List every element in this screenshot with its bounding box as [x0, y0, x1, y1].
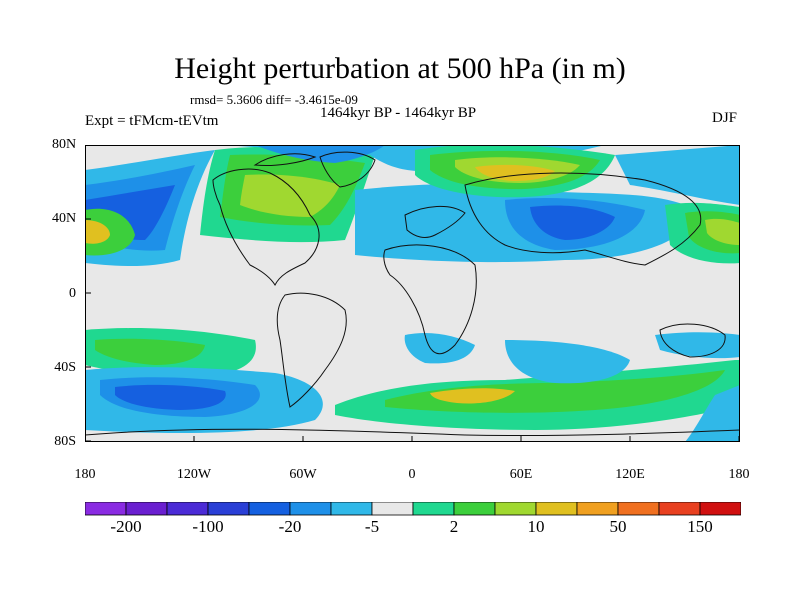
field-blue-northeast	[615, 145, 740, 205]
experiment-label: Expt = tFMcm-tEVtm	[85, 113, 219, 129]
field-dblue-eurasia	[530, 205, 615, 240]
coast-antarctica	[85, 428, 740, 437]
field-dblue-arctic	[255, 145, 385, 163]
season-label: DJF	[712, 110, 738, 126]
lon-label: 120W	[176, 467, 212, 482]
colorbar-swatch	[699, 502, 741, 516]
coast-north-america	[212, 168, 320, 287]
colorbar-swatch	[658, 502, 701, 516]
colorbar-label: 150	[687, 517, 713, 536]
lat-label: 0	[69, 286, 76, 301]
field-yellow-siberia	[475, 164, 555, 181]
coast-europe	[404, 205, 466, 238]
colorbar-swatch	[248, 502, 291, 516]
field-ygreen-farest	[705, 218, 740, 245]
colorbar-swatch	[289, 502, 332, 516]
colorbar-swatch	[535, 502, 578, 516]
colorbar-swatch	[617, 502, 660, 516]
colorbar-swatch	[576, 502, 619, 516]
colorbar-label: -20	[278, 517, 302, 536]
colorbar-swatch	[125, 502, 168, 516]
lat-label: 80S	[54, 434, 76, 449]
field-yellow-southernocean	[430, 388, 515, 404]
colorbar	[85, 502, 741, 516]
lon-label: 0	[408, 467, 416, 482]
coastlines	[85, 151, 740, 437]
field-blue-southeast	[685, 385, 740, 442]
colorbar-swatch	[207, 502, 250, 516]
lon-label: 180	[728, 467, 750, 482]
axis-ticks	[85, 145, 740, 442]
field-yellow-pacific-north	[85, 220, 110, 244]
field-dblue-southpacific	[115, 384, 226, 410]
colorbar-label: -100	[192, 517, 224, 536]
lat-label: 40S	[54, 360, 76, 375]
coast-asia	[464, 172, 702, 266]
coast-africa	[383, 244, 477, 355]
lat-label: 80N	[52, 137, 77, 152]
field-blue-southatlantic	[404, 333, 475, 364]
field-ygreen-northamerica	[240, 174, 340, 217]
field-blue-southindian	[505, 340, 630, 384]
colorbar-swatch	[330, 502, 373, 516]
field-green-southpacific	[95, 338, 205, 365]
colorbar-label: -5	[364, 517, 380, 536]
colorbar-swatch	[494, 502, 537, 516]
stats-line: rmsd= 5.3606 diff= -3.4615e-09	[190, 92, 358, 107]
colorbar-label: 10	[527, 517, 545, 536]
plot-title: Height perturbation at 500 hPa (in m)	[174, 52, 626, 85]
map-plot	[85, 145, 740, 442]
lon-label: 120E	[615, 467, 645, 482]
colorbar-swatch	[412, 502, 455, 516]
field-green-pacific-north	[85, 208, 135, 256]
colorbar-swatch	[85, 502, 127, 516]
colorbar-swatch	[371, 502, 414, 516]
colorbar-label: 2	[449, 517, 459, 536]
lat-label: 40N	[52, 211, 77, 226]
coast-south-america	[276, 292, 347, 408]
colorbar-swatch	[453, 502, 496, 516]
period-label: 1464kyr BP - 1464kyr BP	[320, 105, 477, 121]
colorbar-label: 50	[609, 517, 627, 536]
lon-label: 60E	[509, 467, 533, 482]
coast-australia	[659, 323, 726, 358]
coast-canadian-arctic	[253, 153, 317, 166]
colorbar-swatch	[166, 502, 209, 516]
coast-greenland	[319, 151, 376, 188]
colorbar-label: -200	[110, 517, 142, 536]
lon-label: 180	[74, 467, 96, 482]
lon-label: 60W	[289, 467, 317, 482]
